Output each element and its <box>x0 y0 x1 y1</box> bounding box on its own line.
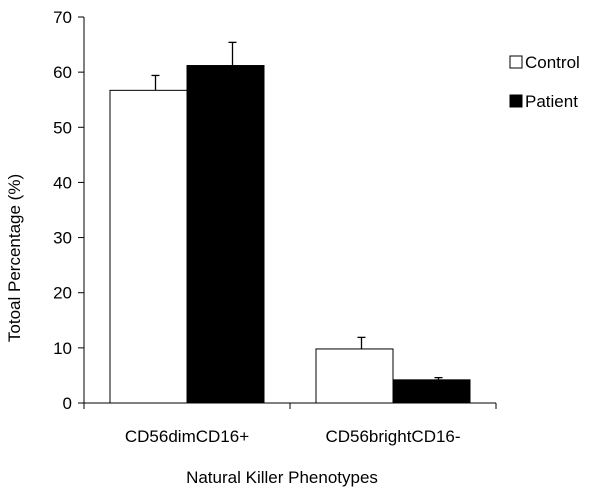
y-tick-label: 30 <box>53 229 72 248</box>
y-tick-label: 70 <box>53 8 72 27</box>
legend: Control Patient <box>509 53 580 111</box>
y-tick-label: 20 <box>53 284 72 303</box>
legend-label-patient: Patient <box>525 92 578 111</box>
y-axis: 0 10 20 30 40 50 60 70 <box>53 8 85 413</box>
legend-swatch-control <box>509 55 523 69</box>
y-tick-label: 50 <box>53 118 72 137</box>
bar-control <box>109 89 188 404</box>
y-tick-label: 0 <box>63 394 72 413</box>
x-tick-label: CD56brightCD16- <box>325 427 460 446</box>
x-tick-label: CD56dimCD16+ <box>125 427 249 446</box>
bar-control <box>315 348 394 404</box>
y-tick-label: 60 <box>53 63 72 82</box>
y-axis-title: Totoal Percentage (%) <box>5 174 24 342</box>
x-axis-title: Natural Killer Phenotypes <box>186 468 378 487</box>
legend-label-control: Control <box>525 53 580 72</box>
y-tick-label: 10 <box>53 339 72 358</box>
bars <box>109 41 471 404</box>
bar-patient <box>186 65 265 404</box>
legend-swatch-patient <box>509 94 523 108</box>
x-axis: CD56dimCD16+ CD56brightCD16- <box>83 402 497 446</box>
bar-patient <box>392 379 471 404</box>
y-tick-label: 40 <box>53 173 72 192</box>
